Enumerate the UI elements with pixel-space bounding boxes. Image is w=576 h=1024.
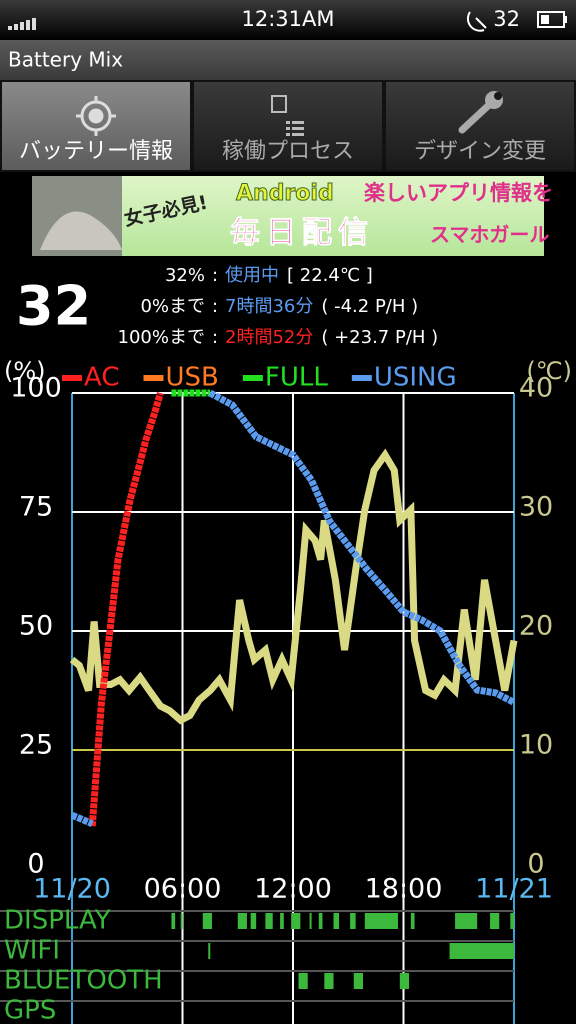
- ad-brand: Android: [236, 181, 334, 206]
- activity-bar: [265, 913, 273, 929]
- x-tick-label: 11/20: [33, 874, 111, 905]
- x-tick-label: 18:00: [365, 874, 443, 905]
- activity-bar: [410, 913, 415, 929]
- activity-bar: [353, 973, 363, 989]
- tab[interactable]: [194, 82, 382, 170]
- activity-bar: [449, 943, 514, 959]
- battery-level: 32: [16, 275, 91, 338]
- ad-headline: 楽しいアプリ情報を: [364, 181, 553, 205]
- tab-label[interactable]: バッテリー情報: [19, 139, 173, 164]
- full-rate: ( +23.7 P/H ): [321, 327, 438, 348]
- full-time: 2時間52分: [225, 327, 313, 348]
- activity-label: WIFI: [4, 936, 60, 966]
- status-label: 32%: [165, 265, 205, 286]
- activity-bar: [180, 913, 183, 929]
- status-bar: [0, 0, 576, 40]
- battery-percent: 32: [493, 7, 520, 31]
- y-tick-label: 25: [19, 730, 53, 761]
- activity-label: GPS: [4, 996, 56, 1024]
- status-line: 使用中 [ 22.4℃ ]: [225, 265, 373, 286]
- empty-rate: ( -4.2 P/H ): [321, 296, 418, 317]
- activity-bar: [333, 913, 340, 929]
- activity-bar: [280, 913, 284, 929]
- separator: :: [212, 296, 218, 317]
- activity-label: DISPLAY: [4, 906, 111, 936]
- activity-bar: [309, 913, 312, 929]
- legend-label: USB: [165, 363, 218, 393]
- design-icon: [458, 91, 503, 134]
- activity-bar: [490, 913, 500, 929]
- signal-icon: [8, 18, 36, 30]
- x-tick-label: 06:00: [144, 874, 222, 905]
- battery-line: [88, 392, 164, 827]
- ad-subline: 毎日配信: [230, 216, 374, 251]
- activity-bar: [298, 973, 308, 989]
- battery-info-icon: [76, 96, 116, 136]
- legend-label: AC: [84, 363, 119, 393]
- full-label: 100%まで: [118, 327, 205, 348]
- tab-label[interactable]: デザイン変更: [414, 139, 546, 164]
- y2-tick-label: 40: [519, 373, 553, 404]
- activity-bar: [171, 913, 176, 929]
- separator: :: [212, 327, 218, 348]
- activity-bar: [455, 913, 478, 929]
- y-tick-label: 75: [19, 492, 53, 523]
- y-tick-label: 0: [27, 849, 44, 880]
- tab[interactable]: [386, 82, 574, 170]
- tab-label[interactable]: 稼働プロセス: [222, 139, 354, 164]
- empty-label: 0%まで: [140, 296, 205, 317]
- activity-bar: [364, 913, 398, 929]
- activity-bar: [399, 973, 410, 989]
- ad-image: [40, 211, 122, 250]
- full-line: 2時間52分 ( +23.7 P/H ): [225, 327, 438, 348]
- activity-bar: [237, 913, 247, 929]
- empty-line: 7時間36分 ( -4.2 P/H ): [225, 296, 418, 317]
- x-tick-label: 12:00: [254, 874, 332, 905]
- activity-bar: [510, 913, 514, 929]
- y2-tick-label: 10: [519, 730, 553, 761]
- legend-label: USING: [374, 363, 457, 393]
- chart: 11/20 06:00 12:00 18:00 11/21025507510001020…: [0, 363, 553, 1024]
- ad-name: スマホガール: [430, 223, 549, 247]
- activity-bar: [324, 973, 334, 989]
- battery-icon: [537, 11, 567, 28]
- process-icon: [271, 95, 304, 136]
- y-tick-label: 50: [19, 611, 53, 642]
- temperature: [ 22.4℃ ]: [287, 265, 373, 286]
- separator: :: [212, 265, 218, 286]
- alarm-icon: [467, 11, 487, 32]
- y2-tick-label: 0: [527, 849, 544, 880]
- x-tick-label: 11/21: [475, 874, 553, 905]
- battery-line: [70, 389, 516, 827]
- title-bar: [0, 40, 576, 80]
- y2-axis-title: (℃): [526, 357, 572, 385]
- activity-bar: [318, 913, 323, 929]
- app-title: Battery Mix: [8, 48, 123, 72]
- legend-label: FULL: [265, 363, 328, 393]
- y-axis-title: (%): [4, 357, 46, 385]
- activity-bar: [350, 913, 356, 929]
- y2-tick-label: 30: [519, 492, 553, 523]
- activity-bar: [202, 913, 212, 929]
- activity-label: BLUETOOTH: [4, 966, 163, 996]
- temperature-line: [69, 448, 518, 725]
- status: 使用中: [225, 265, 279, 286]
- y-tick-label: 100: [10, 373, 62, 404]
- clock: 12:31AM: [241, 7, 334, 31]
- activity-bar: [250, 913, 257, 929]
- activity-bar: [291, 913, 301, 929]
- activity-bar: [208, 943, 211, 959]
- y2-tick-label: 20: [519, 611, 553, 642]
- empty-time: 7時間36分: [225, 296, 313, 317]
